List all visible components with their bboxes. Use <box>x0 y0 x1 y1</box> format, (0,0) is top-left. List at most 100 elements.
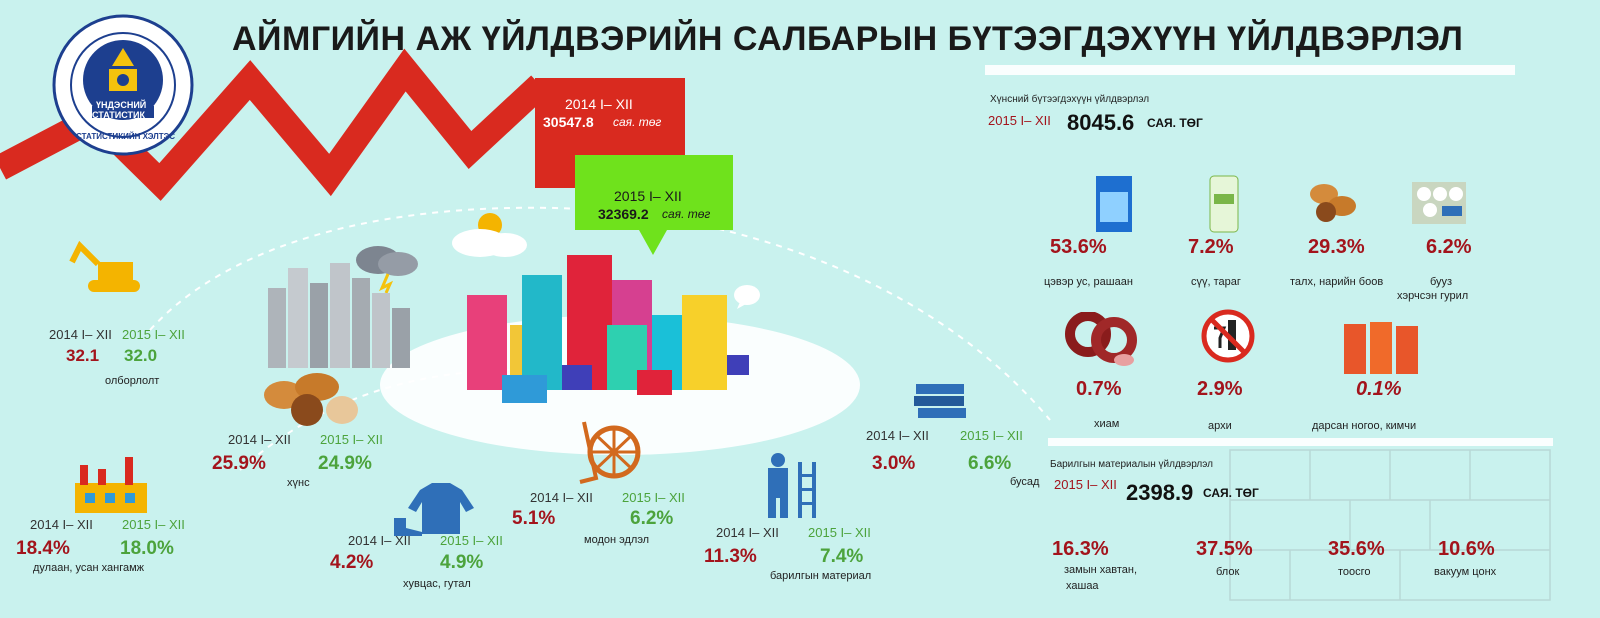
spinning-wheel-icon <box>579 421 641 484</box>
no-alcohol-icon <box>1201 309 1255 363</box>
other-2015-value: 6.6% <box>968 453 1012 474</box>
build-item-4-label: вакуум цонх <box>1434 566 1497 578</box>
total-2015-value: 32369.2 <box>598 206 649 222</box>
build-panel-value: 2398.9 <box>1126 480 1194 505</box>
food-item-7-label: дарсан ногоо, кимчи <box>1312 420 1417 432</box>
mining-2015-period: 2015 I– XII <box>122 327 185 342</box>
total-2015-arrow-icon <box>575 155 733 255</box>
build-item-3-pct: 35.6% <box>1328 538 1385 560</box>
build-item-1-pct: 16.3% <box>1052 538 1109 560</box>
construction-2015-value: 7.4% <box>820 546 864 567</box>
construction-2014-value: 11.3% <box>704 546 757 567</box>
food-item-4-pct: 6.2% <box>1426 236 1472 258</box>
wood-label: модон эдлэл <box>584 534 650 546</box>
sun-cloud-icon <box>452 213 527 257</box>
energy-2015-value: 18.0% <box>120 538 174 559</box>
clothing-2014-value: 4.2% <box>330 552 374 573</box>
wood-2014-value: 5.1% <box>512 508 556 529</box>
clothing-2014-period: 2014 I– XII <box>348 533 411 548</box>
construction-2014-period: 2014 I– XII <box>716 525 779 540</box>
storm-cloud-icon <box>356 246 418 293</box>
construction-2015-period: 2015 I– XII <box>808 525 871 540</box>
clothing-label: хувцас, гутал <box>403 578 471 590</box>
build-panel-unit: САЯ. ТӨГ <box>1203 486 1259 500</box>
food-2015-value: 24.9% <box>318 453 372 474</box>
kimchi-jars-icon <box>1344 322 1418 374</box>
grey-buildings-icon <box>268 263 410 368</box>
food-item-2-pct: 7.2% <box>1188 236 1234 258</box>
milk-bag-icon <box>1209 175 1239 233</box>
energy-2015-period: 2015 I– XII <box>122 517 185 532</box>
total-2015-period: 2015 I– XII <box>614 188 682 204</box>
pastry-icon <box>1310 184 1356 222</box>
food-2014-value: 25.9% <box>212 453 266 474</box>
food-item-2-label: сүү, тараг <box>1191 276 1241 288</box>
wood-2015-value: 6.2% <box>630 508 674 529</box>
build-item-3-label: тоосго <box>1338 566 1371 578</box>
food-2014-period: 2014 I– XII <box>228 432 291 447</box>
wood-2014-period: 2014 I– XII <box>530 490 593 505</box>
factory-icon <box>75 457 147 513</box>
food-label: хүнс <box>287 477 310 489</box>
food-item-1-label: цэвэр ус, рашаан <box>1044 276 1133 288</box>
clothing-2015-period: 2015 I– XII <box>440 533 503 548</box>
mining-2014-period: 2014 I– XII <box>49 327 112 342</box>
food-panel-unit: САЯ. ТӨГ <box>1147 116 1203 130</box>
bread-icon <box>264 373 358 426</box>
other-label: бусад <box>1010 476 1040 488</box>
energy-label: дулаан, усан хангамж <box>33 562 145 574</box>
food-2015-period: 2015 I– XII <box>320 432 383 447</box>
food-panel-period: 2015 I– XII <box>988 113 1051 128</box>
page-title: АЙМГИЙН АЖ ҮЙЛДВЭРИЙН САЛБАРЫН БҮТЭЭГДЭХ… <box>232 20 1464 58</box>
food-item-4-label: бууз <box>1430 276 1453 288</box>
build-panel-heading: Барилгын материалын үйлдвэрлэл <box>1050 459 1213 470</box>
food-item-3-pct: 29.3% <box>1308 236 1365 258</box>
excavator-icon <box>69 240 140 292</box>
water-bottle-icon <box>1096 176 1132 232</box>
total-2014-unit: сая. төг <box>613 115 662 129</box>
logo-emblem-icon <box>52 14 194 156</box>
dumplings-icon <box>1412 182 1466 224</box>
food-item-6-pct: 2.9% <box>1197 378 1243 400</box>
other-2015-period: 2015 I– XII <box>960 428 1023 443</box>
energy-2014-value: 18.4% <box>16 538 70 559</box>
food-panel-value: 8045.6 <box>1067 110 1135 135</box>
colorful-buildings-icon <box>467 255 749 403</box>
food-item-4-label-2: хэрчсэн гурил <box>1397 290 1469 302</box>
energy-2014-period: 2014 I– XII <box>30 517 93 532</box>
logo: ҮНДЭСНИЙ СТАТИСТИК СТАТИСТИКИЙН ХЭЛТЭС <box>52 14 194 156</box>
books-icon <box>914 384 966 418</box>
food-item-7-pct: 0.1% <box>1356 378 1402 400</box>
logo-text-center: СТАТИСТИК <box>92 110 145 120</box>
logo-text-bottom: СТАТИСТИКИЙН ХЭЛТЭС <box>76 132 176 141</box>
sausage-icon <box>1065 312 1137 366</box>
build-item-1-label: замын хавтан, <box>1064 564 1138 576</box>
food-panel-heading: Хүнсний бүтээгдэхүүн үйлдвэрлэл <box>990 94 1150 105</box>
other-2014-value: 3.0% <box>872 453 916 474</box>
build-item-2-pct: 37.5% <box>1196 538 1253 560</box>
total-2014-period: 2014 I– XII <box>565 96 633 112</box>
mining-label: олборлолт <box>105 375 160 387</box>
clothing-icon <box>394 483 474 536</box>
food-item-1-pct: 53.6% <box>1050 236 1107 258</box>
clothing-2015-value: 4.9% <box>440 552 484 573</box>
logo-text-top: ҮНДЭСНИЙ <box>96 100 147 110</box>
food-item-6-label: архи <box>1208 420 1232 432</box>
total-2015-unit: сая. төг <box>662 207 711 221</box>
food-item-3-label: талх, нарийн боов <box>1290 276 1384 288</box>
speech-bubble-icon <box>734 285 760 309</box>
build-item-1-label-2: хашаа <box>1066 580 1099 592</box>
construction-label: барилгын материал <box>770 570 872 582</box>
wood-2015-period: 2015 I– XII <box>622 490 685 505</box>
construction-worker-icon <box>768 453 816 518</box>
food-item-5-pct: 0.7% <box>1076 378 1122 400</box>
food-item-5-label: хиам <box>1094 418 1120 430</box>
build-panel-period: 2015 I– XII <box>1054 477 1117 492</box>
other-2014-period: 2014 I– XII <box>866 428 929 443</box>
total-2014-value: 30547.8 <box>543 114 594 130</box>
build-item-2-label: блок <box>1216 566 1240 578</box>
mining-2015-value: 32.0 <box>124 346 158 365</box>
build-item-4-pct: 10.6% <box>1438 538 1495 560</box>
